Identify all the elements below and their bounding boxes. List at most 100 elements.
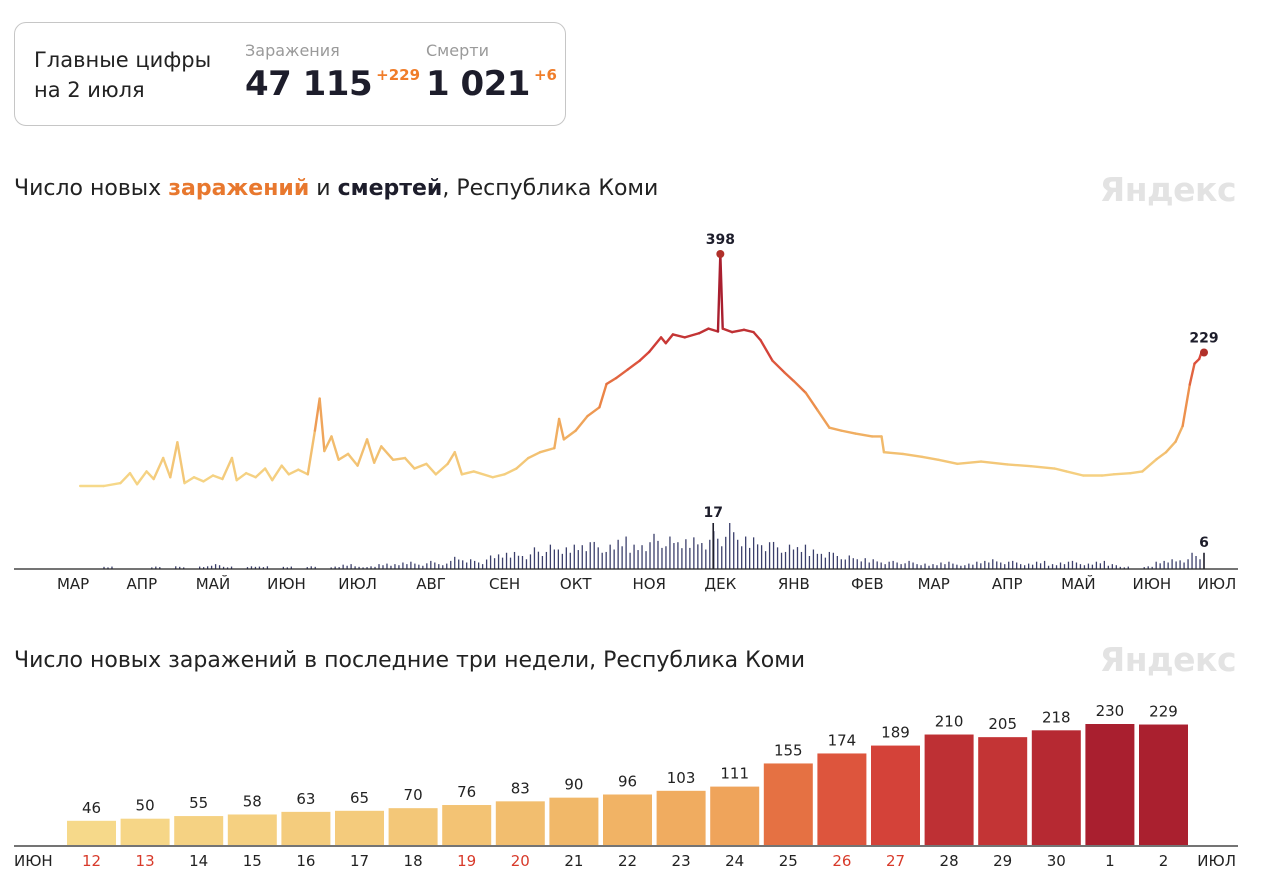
chart2-bar bbox=[1031, 730, 1081, 845]
infections-line-segment bbox=[901, 452, 924, 459]
chart2-value-label: 229 bbox=[1149, 703, 1178, 721]
infections-line-segment bbox=[192, 476, 205, 483]
summary-card: Главные цифры на 2 июля Заражения 47 115… bbox=[14, 22, 566, 126]
infections-line-segment bbox=[638, 350, 651, 362]
chart2-day-label: 24 bbox=[725, 852, 744, 870]
chart2-day-label: 29 bbox=[993, 852, 1012, 870]
brand-logo-1: Яндекс bbox=[1099, 170, 1237, 209]
deaths-value: 1 021 bbox=[426, 64, 530, 104]
infections-line-segment bbox=[211, 474, 224, 481]
infections-line-segment bbox=[413, 462, 428, 470]
chart1-month-label: АВГ bbox=[416, 575, 446, 593]
infections-line-segment bbox=[854, 432, 874, 438]
infections-peak-label: 398 bbox=[706, 232, 735, 248]
infections-line-segment bbox=[330, 435, 340, 461]
infections-line-segment bbox=[626, 359, 641, 371]
chart2-day-label: 22 bbox=[618, 852, 637, 870]
chart1-month-label: ИЮЛ bbox=[338, 575, 377, 593]
chart2-day-label: 20 bbox=[511, 852, 530, 870]
infections-line-segment bbox=[538, 446, 556, 454]
infections-line-segment bbox=[280, 464, 291, 476]
infections-line-segment bbox=[380, 445, 395, 461]
chart2-value-label: 96 bbox=[618, 772, 637, 790]
infections-line-segment bbox=[263, 467, 274, 482]
deaths-delta: +6 bbox=[533, 66, 557, 84]
chart1-month-label: ДЕК bbox=[704, 575, 736, 593]
chart2-bar bbox=[120, 818, 170, 845]
infections-line-segment bbox=[434, 462, 449, 476]
infections-line-segment bbox=[1188, 362, 1196, 386]
infections-line-segment bbox=[562, 429, 577, 441]
infections-line-segment bbox=[1065, 470, 1085, 477]
chart2-bar bbox=[1085, 724, 1135, 845]
infections-line-segment bbox=[183, 476, 196, 485]
infections-line-segment bbox=[816, 409, 831, 429]
chart2-day-label: 1 bbox=[1105, 852, 1115, 870]
infections-line-segment bbox=[598, 382, 608, 409]
infections-line-segment bbox=[648, 336, 663, 354]
infections-line-segment bbox=[956, 460, 983, 466]
chart2-bar bbox=[817, 753, 867, 845]
chart2-value-label: 103 bbox=[667, 769, 696, 787]
chart1-month-label: НОЯ bbox=[632, 575, 666, 593]
infections-line-segment bbox=[697, 327, 710, 335]
infections-line-segment bbox=[128, 471, 139, 486]
chart1-title-part3: и bbox=[309, 176, 338, 201]
chart1-month-label: ИЮН bbox=[267, 575, 306, 593]
chart2-bar bbox=[549, 797, 599, 845]
chart1-title-deaths: смертей bbox=[337, 176, 443, 201]
chart2-bar bbox=[388, 808, 438, 845]
infections-line-segment bbox=[707, 327, 720, 333]
chart1-month-label: ОКТ bbox=[560, 575, 592, 593]
infections-line-segment bbox=[460, 470, 475, 476]
chart2-value-label: 46 bbox=[82, 799, 101, 817]
chart2-start-month: ИЮН bbox=[14, 852, 53, 870]
infections-line-segment bbox=[771, 359, 786, 374]
chart2-value-label: 76 bbox=[457, 783, 476, 801]
chart1-infections-deaths: 17 6 МАР АПР МАЙ ИЮН ИЮЛ АВГ СЕН ОКТ НОЯ ДЕК ЯНВ ФЕВ… bbox=[14, 232, 1238, 593]
deaths-peak-label: 17 bbox=[703, 505, 722, 521]
chart1-title-part1: Число новых bbox=[14, 176, 169, 201]
infections-line-segment bbox=[721, 327, 734, 334]
chart2-bar bbox=[763, 763, 813, 845]
chart2-bar bbox=[603, 794, 652, 845]
infections-line-segment bbox=[446, 450, 456, 466]
infections-line-segment bbox=[453, 450, 464, 476]
chart2-day-label: 27 bbox=[886, 852, 905, 870]
infections-line-segment bbox=[221, 456, 234, 481]
chart1-month-label: МАР bbox=[918, 575, 950, 593]
chart2-bar bbox=[174, 816, 224, 845]
infections-line-segment bbox=[586, 406, 601, 418]
infections-line-segment bbox=[783, 371, 796, 383]
chart2-bar bbox=[442, 805, 492, 845]
infections-line-segment bbox=[287, 468, 300, 476]
chart2-title: Число новых заражений в последние три не… bbox=[14, 648, 806, 673]
infections-line-segment bbox=[425, 462, 438, 476]
infections-line-segment bbox=[828, 426, 843, 432]
infections-line-segment bbox=[135, 470, 148, 486]
summary-title: Главные цифры на 2 июля bbox=[34, 45, 211, 105]
chart2-day-label: 2 bbox=[1159, 852, 1169, 870]
chart1-month-label: МАР bbox=[57, 575, 89, 593]
infections-line-segment bbox=[605, 376, 618, 386]
chart2-bar bbox=[924, 734, 974, 845]
chart2-value-label: 70 bbox=[404, 786, 423, 804]
infections-line-segment bbox=[659, 336, 668, 345]
infections-line-segment bbox=[297, 468, 309, 476]
chart1-title: Число новых заражений и смертей, Республ… bbox=[14, 176, 658, 201]
infections-line-segment bbox=[804, 391, 819, 412]
chart2-end-month: ИЮЛ bbox=[1197, 852, 1236, 870]
chart2-value-label: 65 bbox=[350, 789, 369, 807]
chart2-bar bbox=[495, 801, 545, 845]
chart2-value-label: 174 bbox=[828, 731, 857, 749]
chart2-day-label: 18 bbox=[404, 852, 423, 870]
infections-peak-marker bbox=[716, 250, 725, 258]
summary-title-line1: Главные цифры bbox=[34, 48, 212, 72]
chart2-value-label: 83 bbox=[511, 779, 530, 797]
chart2-day-label: 14 bbox=[189, 852, 208, 870]
infections-line-segment bbox=[161, 456, 172, 479]
chart2-value-label: 189 bbox=[881, 724, 910, 742]
infections-line-segment bbox=[244, 471, 257, 479]
chart2-value-label: 155 bbox=[774, 741, 803, 759]
chart1-month-label: ФЕВ bbox=[851, 575, 884, 593]
